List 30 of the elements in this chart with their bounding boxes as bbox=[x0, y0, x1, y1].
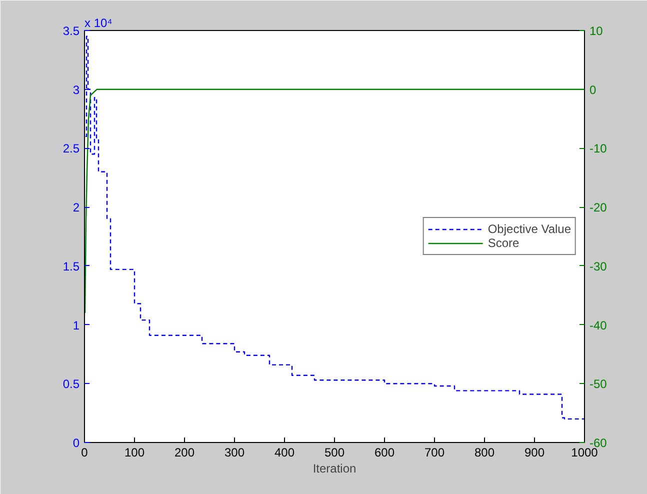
legend-label: Objective Value bbox=[488, 222, 571, 236]
x-tick-label: 900 bbox=[524, 446, 545, 460]
x-axis-title: Iteration bbox=[312, 462, 356, 476]
y2-tick-label: -40 bbox=[590, 318, 608, 332]
y-tick-label: 2 bbox=[72, 200, 80, 215]
y-tick-label: 2.5 bbox=[62, 142, 80, 156]
x-tick-label: 100 bbox=[124, 446, 145, 460]
y2-tick-label: -30 bbox=[590, 259, 608, 274]
y-tick-label: 3 bbox=[72, 82, 80, 97]
y2-tick-label: 10 bbox=[590, 24, 604, 38]
x-tick-label: 300 bbox=[224, 446, 245, 460]
y-tick-label: 1.5 bbox=[62, 259, 80, 274]
y2-tick-label: -10 bbox=[590, 142, 608, 156]
text: x 10⁴ bbox=[84, 16, 112, 30]
x-tick-label: 700 bbox=[424, 446, 445, 460]
y-tick-label: 3.5 bbox=[62, 24, 80, 38]
x-tick-label: 600 bbox=[374, 446, 395, 460]
legend-label: Score bbox=[488, 236, 520, 250]
y-tick-label: 0.5 bbox=[62, 377, 80, 392]
x-tick-label: 800 bbox=[474, 446, 495, 460]
x-tick-label: 200 bbox=[174, 446, 195, 460]
y2-tick-label: 0 bbox=[590, 82, 596, 97]
x-tick-label: 0 bbox=[81, 446, 88, 460]
x-tick-label: 400 bbox=[274, 446, 295, 460]
y2-tick-label: -20 bbox=[590, 200, 608, 215]
y-tick-label: 1 bbox=[72, 318, 80, 332]
y-tick-label: 0 bbox=[72, 436, 80, 450]
x-tick-label: 500 bbox=[324, 446, 345, 460]
x-tick-label: 1000 bbox=[571, 446, 598, 460]
y2-tick-label: -50 bbox=[590, 377, 608, 392]
